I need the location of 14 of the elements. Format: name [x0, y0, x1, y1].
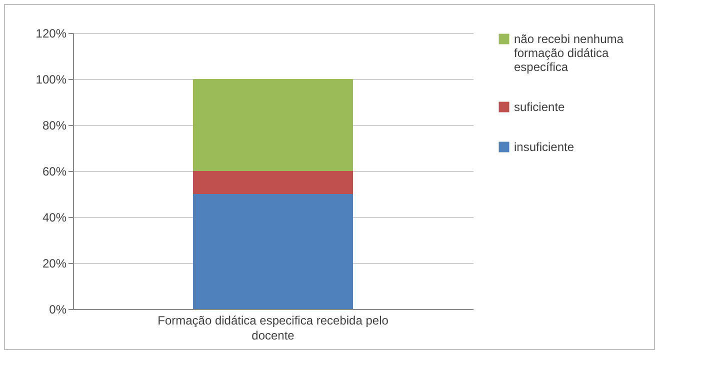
x-tick-label: Formação didática especifica recebida pelo docente	[158, 314, 389, 342]
y-tick-label: 80%	[42, 118, 67, 132]
y-tick-label: 0%	[49, 302, 67, 316]
y-tick-label: 60%	[42, 164, 67, 178]
legend-label: não recebi nenhuma formação didática específica	[514, 32, 624, 74]
y-tick-label: 40%	[42, 210, 67, 224]
y-tick-label: 20%	[42, 256, 67, 270]
legend-label: insuficiente	[514, 140, 574, 154]
y-tick-label: 100%	[36, 72, 67, 86]
bar	[193, 171, 353, 194]
y-tick-label: 120%	[36, 26, 67, 40]
legend-label: suficiente	[514, 100, 566, 114]
bar	[193, 194, 353, 309]
bar	[193, 79, 353, 171]
